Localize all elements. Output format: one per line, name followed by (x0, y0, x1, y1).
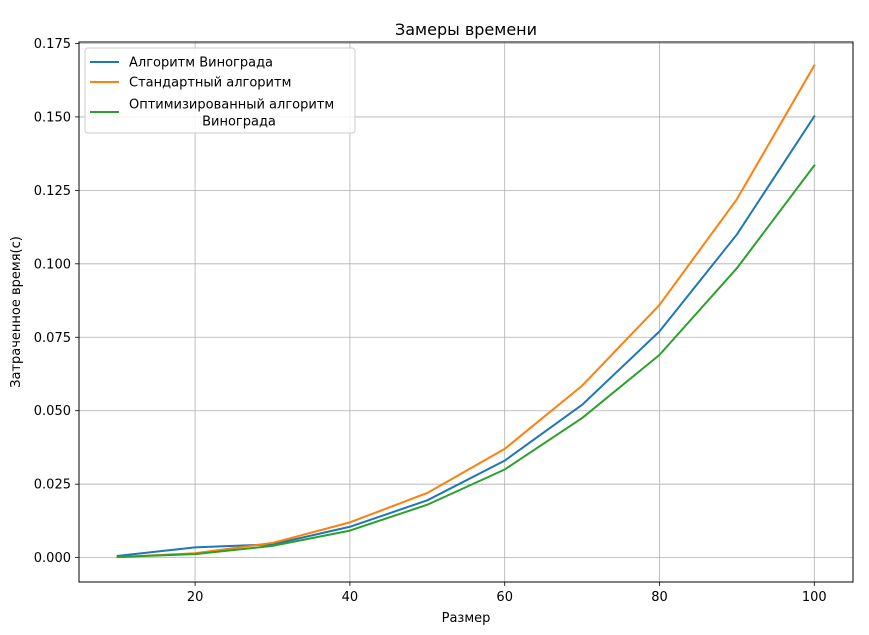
legend-label-2: Стандартный алгоритм (129, 76, 291, 91)
y-tick-label: 0.075 (34, 331, 71, 346)
y-tick-label: 0.175 (34, 37, 71, 52)
legend: Алгоритм Винограда Стандартный алгоритм Оп… (84, 47, 356, 134)
chart-title: Замеры времени (395, 20, 537, 39)
y-tick-label: 0.150 (34, 110, 71, 125)
x-tick-label: 60 (496, 590, 513, 605)
legend-box (84, 47, 356, 134)
x-tick-label: 40 (342, 590, 359, 605)
y-tick-label: 0.050 (34, 404, 71, 419)
x-tick-label: 80 (651, 590, 668, 605)
series-line-2 (116, 64, 816, 559)
series-lines (116, 64, 816, 559)
x-tick-label: 100 (802, 590, 827, 605)
grid-lines (79, 42, 853, 582)
x-axis-label: Размер (442, 611, 491, 626)
y-tick-label: 0.000 (34, 551, 71, 566)
y-tick-label: 0.025 (34, 478, 71, 493)
y-tick-label: 0.125 (34, 184, 71, 199)
legend-label-3: Винограда (202, 115, 276, 130)
plot-frame (78, 41, 854, 583)
legend-label-1: Алгоритм Винограда (129, 56, 273, 71)
series-line-1 (116, 114, 816, 557)
x-tick-label: 20 (187, 590, 204, 605)
y-axis-label: Затраченное время(с) (9, 236, 24, 388)
series-line-3 (116, 163, 816, 559)
axis-ticks: 20 40 60 80 100 0.000 0.025 0.050 0.075 0.100 0.12… (34, 37, 827, 605)
y-tick-label: 0.100 (34, 257, 71, 272)
legend-label-3: Оптимизированный алгоритм (129, 98, 334, 113)
